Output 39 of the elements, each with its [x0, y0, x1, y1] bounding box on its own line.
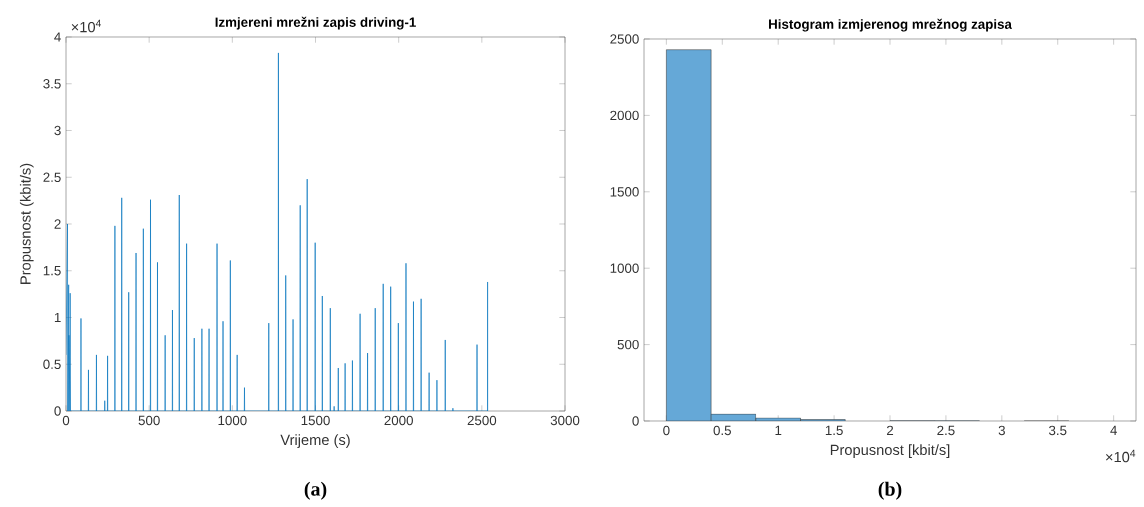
- y-tick-label: 1000: [610, 263, 639, 273]
- x-tick-label: 3000: [550, 415, 580, 426]
- x-tick-label: 3: [998, 425, 1005, 436]
- x-tick-label: 0: [62, 415, 70, 426]
- y-tick-label: 0.5: [43, 359, 61, 369]
- y-tick-label: 2000: [610, 110, 639, 121]
- x-tick-label: 2500: [467, 415, 497, 426]
- y-tick-label: 2: [54, 219, 61, 229]
- y-tick-label: 500: [617, 339, 639, 350]
- x-tick-label: 3.5: [1048, 425, 1067, 436]
- x-tick-label: 1500: [301, 415, 330, 426]
- x-tick-label: 2: [886, 425, 894, 436]
- chart-title: Histogram izmjerenog mrežnog zapisa: [769, 18, 1012, 32]
- y-tick-label: 1500: [610, 187, 639, 197]
- x-tick-label: 500: [138, 415, 160, 426]
- y-tick-label: 0: [54, 406, 61, 416]
- x-tick-label: 2.5: [937, 425, 955, 436]
- y-tick-label: 3.5: [43, 79, 61, 89]
- chart-title: Izmjereni mrežni zapis driving-1: [215, 16, 416, 30]
- y-tick-label: 1: [54, 312, 61, 323]
- x-tick-label: 2000: [384, 415, 413, 426]
- x-axis-title: Vrijeme (s): [280, 434, 350, 448]
- x-axis-title: Propusnost [kbit/s]: [830, 444, 950, 458]
- x-tick-label: 1: [775, 425, 782, 435]
- y-tick-label: 2.5: [43, 172, 61, 182]
- x-tick-label: 0: [663, 425, 670, 436]
- text: ×10$^{4}$: [1105, 449, 1136, 463]
- x-tick-label: 4: [1110, 425, 1117, 435]
- text: (b): [878, 481, 902, 500]
- x-tick-label: 1.5: [825, 425, 843, 436]
- text: (a): [304, 481, 327, 500]
- y-tick-label: 4: [54, 32, 61, 42]
- x-tick-label: 1000: [218, 415, 247, 426]
- y-tick-label: 3: [54, 125, 61, 136]
- y-axis-title: Propusnost (kbit/s): [19, 163, 34, 284]
- y-tick-label: 1.5: [43, 266, 61, 276]
- x-tick-label: 0.5: [713, 425, 731, 436]
- y-tick-label: 2500: [610, 34, 639, 44]
- text: ×10$^{4}$: [71, 19, 102, 33]
